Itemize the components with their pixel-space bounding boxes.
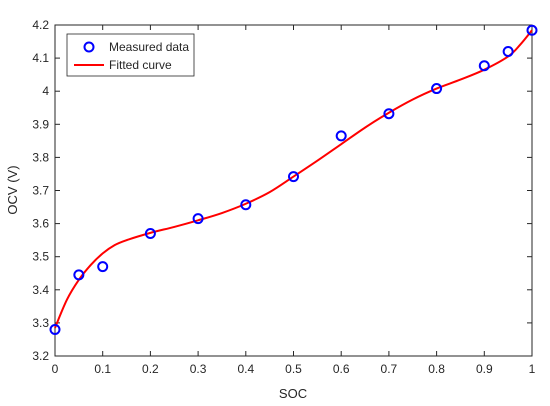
y-axis-label: OCV (V) <box>5 165 20 214</box>
measured-data-point <box>335 130 347 142</box>
x-tick-label: 0.3 <box>190 362 207 376</box>
y-tick-label: 3.6 <box>32 217 49 231</box>
measured-data-point <box>478 60 490 72</box>
legend: Measured data Fitted curve <box>66 33 195 77</box>
plot-area <box>54 24 533 357</box>
legend-box <box>66 33 195 77</box>
x-tick-label: 0 <box>52 362 59 376</box>
measured-data-point <box>383 108 395 120</box>
y-tick-label: 3.2 <box>32 349 49 363</box>
y-axis-ticks: 3.2 3.3 3.4 3.5 3.6 3.7 3.8 3.9 4 4.1 4.2 <box>32 18 532 363</box>
y-tick-label: 3.8 <box>32 150 49 164</box>
y-tick-label: 4.1 <box>32 51 49 65</box>
y-tick-label: 3.4 <box>32 283 49 297</box>
x-tick-label: 1 <box>529 362 536 376</box>
y-tick-label: 3.3 <box>32 316 49 330</box>
y-tick-label: 3.9 <box>32 117 49 131</box>
y-tick-label: 4.2 <box>32 18 49 32</box>
legend-measured-label: Measured data <box>109 40 189 54</box>
y-tick-label: 3.5 <box>32 250 49 264</box>
measured-data-point <box>526 24 538 36</box>
measured-data-point <box>73 269 85 281</box>
x-tick-label: 0.8 <box>428 362 445 376</box>
legend-measured-marker <box>83 41 95 53</box>
x-tick-label: 0.7 <box>381 362 398 376</box>
measured-data-point <box>288 171 299 183</box>
measured-data-point <box>144 228 156 240</box>
x-tick-label: 0.4 <box>237 362 254 376</box>
x-axis-ticks: 0 0.1 0.2 0.3 0.4 0.5 0.6 0.7 0.8 0.9 1 <box>52 25 536 376</box>
x-axis-label: SOC <box>279 386 307 401</box>
measured-data-point <box>240 199 252 211</box>
series-layer <box>49 24 538 336</box>
x-tick-label: 0.6 <box>333 362 350 376</box>
measured-data-point <box>97 261 109 273</box>
measured-data-point <box>192 213 204 225</box>
y-tick-label: 3.7 <box>32 184 49 198</box>
y-tick-label: 4 <box>42 84 49 98</box>
measured-data-point <box>431 83 443 95</box>
x-tick-label: 0.5 <box>285 362 302 376</box>
x-tick-label: 0.2 <box>142 362 159 376</box>
x-tick-label: 0.1 <box>94 362 111 376</box>
x-tick-label: 0.9 <box>476 362 493 376</box>
legend-fitted-label: Fitted curve <box>109 58 172 72</box>
fitted-curve-line <box>54 29 533 329</box>
measured-data-point <box>502 45 514 57</box>
measured-data-point <box>49 324 61 336</box>
